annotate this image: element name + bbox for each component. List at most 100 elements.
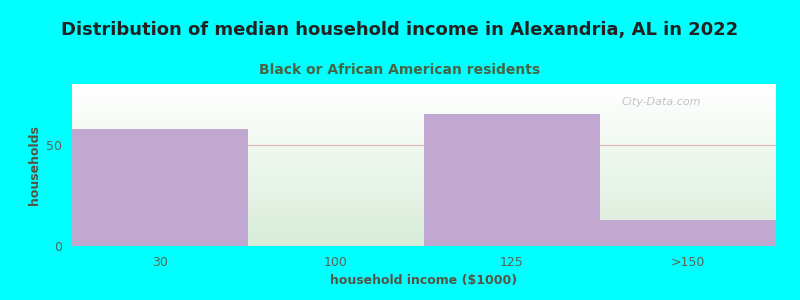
Bar: [72, 122, 776, 123]
Bar: [72, 150, 776, 151]
Bar: [72, 110, 776, 111]
Text: City-Data.com: City-Data.com: [621, 97, 701, 107]
Bar: [72, 114, 776, 115]
Bar: [72, 169, 776, 170]
Bar: [72, 109, 776, 110]
Bar: [72, 181, 776, 182]
Bar: [72, 113, 776, 114]
Bar: [72, 86, 776, 87]
Bar: [72, 146, 776, 147]
Bar: [72, 168, 776, 169]
Bar: [72, 222, 776, 223]
Bar: [72, 127, 776, 128]
Bar: [72, 232, 776, 233]
Bar: [72, 100, 776, 101]
Bar: [72, 239, 776, 241]
Bar: [72, 202, 776, 203]
Bar: [72, 153, 776, 154]
Bar: [72, 233, 776, 234]
Bar: [72, 106, 776, 107]
Bar: [72, 245, 776, 246]
Bar: [72, 102, 776, 104]
Bar: [72, 94, 776, 95]
Bar: [72, 87, 776, 88]
Bar: [72, 128, 248, 246]
Bar: [72, 91, 776, 92]
Bar: [72, 166, 776, 167]
Bar: [72, 207, 776, 208]
Bar: [72, 139, 776, 140]
Bar: [72, 126, 776, 127]
Bar: [72, 220, 776, 221]
Bar: [72, 184, 776, 185]
Bar: [72, 230, 776, 231]
Bar: [72, 163, 776, 164]
Bar: [72, 149, 776, 150]
Bar: [72, 141, 776, 142]
Bar: [72, 235, 776, 236]
Bar: [72, 99, 776, 100]
Bar: [72, 148, 776, 149]
Bar: [72, 167, 776, 168]
Bar: [72, 193, 776, 194]
X-axis label: household income ($1000): household income ($1000): [330, 274, 518, 287]
Bar: [72, 118, 776, 119]
Bar: [72, 136, 776, 137]
Bar: [72, 121, 776, 122]
Bar: [72, 104, 776, 106]
Bar: [72, 143, 776, 145]
Bar: [72, 228, 776, 229]
Bar: [72, 237, 776, 238]
Bar: [72, 244, 776, 245]
Bar: [72, 176, 776, 177]
Bar: [72, 241, 776, 242]
Bar: [72, 189, 776, 190]
Bar: [72, 123, 776, 124]
Bar: [72, 238, 776, 239]
Bar: [72, 188, 776, 189]
Bar: [72, 135, 776, 136]
Bar: [72, 147, 776, 148]
Bar: [72, 142, 776, 143]
Bar: [72, 108, 776, 109]
Bar: [72, 175, 776, 176]
Bar: [600, 220, 776, 246]
Bar: [72, 95, 776, 96]
Bar: [72, 134, 776, 135]
Bar: [72, 209, 776, 210]
Bar: [72, 92, 776, 93]
Bar: [72, 185, 776, 187]
Bar: [72, 200, 776, 201]
Bar: [72, 203, 776, 204]
Bar: [72, 179, 776, 180]
Bar: [72, 137, 776, 138]
Bar: [72, 101, 776, 102]
Bar: [72, 89, 776, 91]
Bar: [72, 151, 776, 152]
Bar: [72, 217, 776, 218]
Bar: [72, 162, 776, 163]
Bar: [72, 177, 776, 178]
Text: Black or African American residents: Black or African American residents: [259, 63, 541, 77]
Bar: [72, 156, 776, 158]
Bar: [72, 88, 776, 89]
Bar: [72, 242, 776, 243]
Bar: [72, 140, 776, 141]
Bar: [72, 231, 776, 232]
Bar: [72, 208, 776, 209]
Bar: [72, 118, 776, 120]
Bar: [72, 221, 776, 222]
Bar: [72, 172, 776, 174]
Y-axis label: households: households: [28, 125, 41, 205]
Bar: [72, 192, 776, 193]
Bar: [72, 84, 776, 85]
Bar: [72, 183, 776, 184]
Bar: [72, 174, 776, 175]
Bar: [72, 197, 776, 199]
Bar: [72, 129, 776, 130]
Bar: [72, 120, 776, 121]
Bar: [72, 243, 776, 244]
Bar: [72, 138, 776, 139]
Bar: [72, 107, 776, 108]
Bar: [72, 115, 776, 116]
